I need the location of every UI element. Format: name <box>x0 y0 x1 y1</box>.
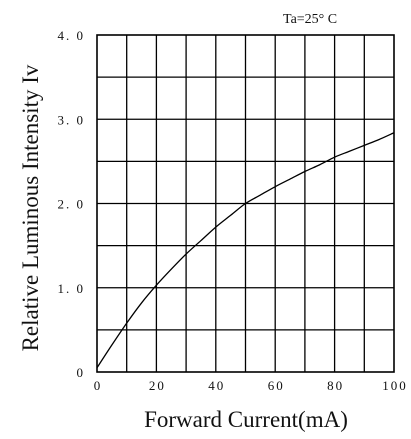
y-axis-title: Relative Luminous Intensity Iv <box>18 64 43 351</box>
y-tick-label: 3. 0 <box>58 112 86 127</box>
y-tick-label: 0 <box>77 365 86 380</box>
curve-group <box>96 132 395 369</box>
y-tick-label: 4. 0 <box>58 28 86 43</box>
x-tick-label: 100 <box>382 378 408 393</box>
x-tick-labels: 0 20 40 60 80 100 <box>94 378 408 393</box>
y-tick-label: 2. 0 <box>58 197 86 212</box>
plot-frame <box>96 34 395 373</box>
x-tick-label: 20 <box>149 378 166 393</box>
x-tick-label: 80 <box>327 378 344 393</box>
y-tick-label: 1. 0 <box>58 281 86 296</box>
y-tick-labels: 0 1. 0 2. 0 3. 0 4. 0 <box>58 28 86 380</box>
x-tick-label: 40 <box>208 378 225 393</box>
x-tick-label: 60 <box>268 378 285 393</box>
x-axis-title: Forward Current(mA) <box>144 407 348 432</box>
intensity-curve <box>96 132 395 369</box>
x-tick-label: 0 <box>94 378 103 393</box>
plot-border <box>96 34 395 373</box>
temperature-annotation: Ta=25° C <box>283 12 337 27</box>
